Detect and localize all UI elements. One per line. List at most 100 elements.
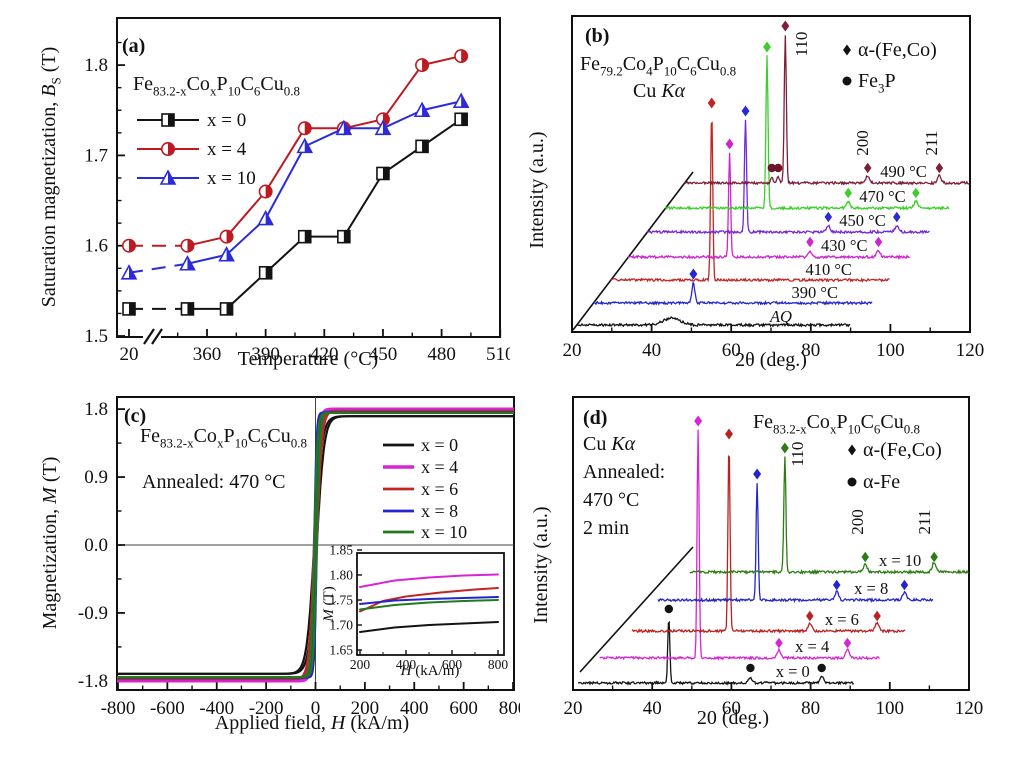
legend-label: x = 0	[421, 435, 458, 455]
trace-label: 470 °C	[859, 187, 905, 206]
half-filled-triangle-marker	[187, 256, 195, 270]
inset-y-tick-label: 1.70	[329, 618, 353, 633]
secondary-peak-diamond-marker	[861, 551, 869, 563]
inset-x-axis-label: H (kA/m)	[400, 663, 460, 679]
xrd-trace-x=0	[578, 620, 855, 686]
trace-label: 410 °C	[805, 260, 851, 279]
y-tick-label: 1.5	[84, 326, 108, 347]
legend-label: x = 10	[421, 522, 467, 542]
inset-curve-x=10	[359, 599, 499, 611]
annotation-label: Fe83.2-x​Cox​P10​C6​Cu0.8​	[753, 411, 920, 436]
y-tick-label: 1.6	[84, 236, 108, 257]
half-filled-triangle-marker	[382, 121, 390, 135]
inset-curve-x=8	[359, 596, 499, 605]
xrd-trace-390°C	[593, 281, 873, 306]
annotation-label: Cu Kα	[583, 433, 636, 455]
x-tick-label: 20	[120, 344, 139, 365]
inset-y-tick-label: 1.65	[329, 643, 353, 658]
data-series-line	[264, 145, 306, 220]
half-filled-circle-marker	[168, 142, 175, 156]
x-axis-label: Applied field, H (kA/m)	[215, 712, 409, 734]
y-axis-label: Saturation magnetization, BS​ (T)	[38, 47, 63, 308]
secondary-peak-diamond-marker	[775, 637, 783, 649]
half-filled-triangle-marker	[422, 103, 430, 117]
secondary-peak-diamond-marker	[843, 637, 852, 649]
panel-b-xrd-annealing-temperature: 20 40 60 80 100 120 2θ (deg.) Intensity (a.u.) (…	[505, 0, 1015, 380]
inset-curve-x=0	[359, 621, 499, 633]
xrd-trace-x=10	[689, 456, 969, 576]
legend-diamond-marker	[843, 44, 851, 56]
peak-top-diamond-marker	[781, 20, 790, 32]
data-series-line	[128, 262, 188, 274]
xrd-trace-x=4	[599, 429, 881, 661]
legend-label: x = 10	[207, 168, 256, 189]
waterfall-baseline-diagonal	[579, 546, 694, 673]
half-filled-triangle-marker	[226, 247, 234, 261]
legend-label: α-Fe	[863, 471, 900, 493]
x-tick-label: 450	[369, 344, 398, 365]
reflection-index-label: 211	[915, 510, 934, 535]
fe3p-dot-marker	[773, 163, 783, 173]
secondary-peak-diamond-marker	[824, 211, 833, 223]
x-tick-label: 390	[251, 344, 280, 365]
panel-c-svg: -800 -600 -400 -200 0 200 400 600 800 1.8 0.9 0.0 -0…	[39, 396, 527, 734]
panel-label: (c)	[124, 405, 146, 427]
x-tick-label: 20	[563, 340, 582, 361]
secondary-peak-diamond-marker	[930, 551, 938, 563]
secondary-peak-dot-marker	[746, 663, 755, 673]
trace-label: AQ	[769, 307, 792, 326]
inset-x-tick-label: 200	[350, 657, 371, 672]
half-filled-circle-marker	[265, 185, 272, 198]
axis-break-slash	[151, 328, 163, 345]
secondary-peak-diamond-marker	[806, 610, 814, 622]
secondary-peak-diamond-marker	[912, 187, 920, 199]
half-filled-circle-marker	[304, 122, 311, 135]
inset-box	[356, 552, 505, 656]
peak-top-diamond-marker	[707, 97, 716, 109]
data-series-line	[187, 253, 227, 265]
x-tick-label: 400	[400, 698, 429, 719]
trace-label: x = 0	[776, 662, 810, 681]
xrd-trace-430°C	[627, 152, 911, 260]
half-filled-square-marker	[168, 114, 174, 126]
half-filled-triangle-marker	[343, 121, 351, 135]
x-tick-label: 120	[956, 340, 985, 361]
half-filled-circle-marker	[422, 58, 429, 72]
x-axis-label: Temperature (°C)	[238, 348, 378, 370]
y-tick-label: 0.0	[84, 535, 108, 556]
x-tick-label: 420	[310, 344, 339, 365]
trace-label: 450 °C	[839, 211, 885, 230]
x-axis-label: 20 (deg.)	[697, 707, 769, 729]
secondary-peak-diamond-marker	[893, 211, 901, 223]
half-filled-square-marker	[382, 167, 389, 180]
peak-top-diamond-marker	[725, 428, 733, 440]
trace-label: 430 °C	[821, 236, 867, 255]
x-tick-label: 80	[801, 340, 820, 361]
half-filled-square-marker	[226, 302, 233, 315]
reflection-index-label: 200	[853, 130, 872, 156]
data-series-line	[264, 127, 306, 193]
data-series-line	[382, 109, 423, 130]
inset-x-tick-label: 600	[442, 657, 463, 672]
reflection-index-label: 110	[792, 32, 811, 57]
inset-curve-x=4	[359, 573, 499, 588]
panel-d-svg: 20 40 60 80 100 120 20 (deg.) Intensity (a.u.) (…	[530, 396, 983, 729]
trace-label: x = 6	[825, 610, 859, 629]
x-tick-label: -200	[249, 698, 284, 719]
peak-top-diamond-marker	[741, 105, 750, 117]
peak-top-diamond-marker	[694, 415, 703, 427]
y-tick-label: -1.8	[78, 671, 108, 692]
fe3p-dot-marker	[767, 163, 776, 173]
x-tick-label: 100	[876, 340, 905, 361]
half-filled-square-marker	[129, 302, 135, 315]
half-filled-square-marker	[422, 140, 429, 153]
secondary-peak-diamond-marker	[900, 579, 909, 591]
half-filled-circle-marker	[461, 49, 468, 63]
legend-dot-marker	[842, 76, 852, 86]
annotation-label: Cu Kα	[633, 80, 686, 102]
y-axis-label: Intensity (a.u.)	[526, 131, 548, 248]
half-filled-square-marker	[461, 113, 468, 126]
legend-diamond-marker	[848, 444, 856, 456]
panel-label: (a)	[122, 35, 145, 57]
y-axis-label: Intensity (a.u.)	[530, 506, 552, 623]
